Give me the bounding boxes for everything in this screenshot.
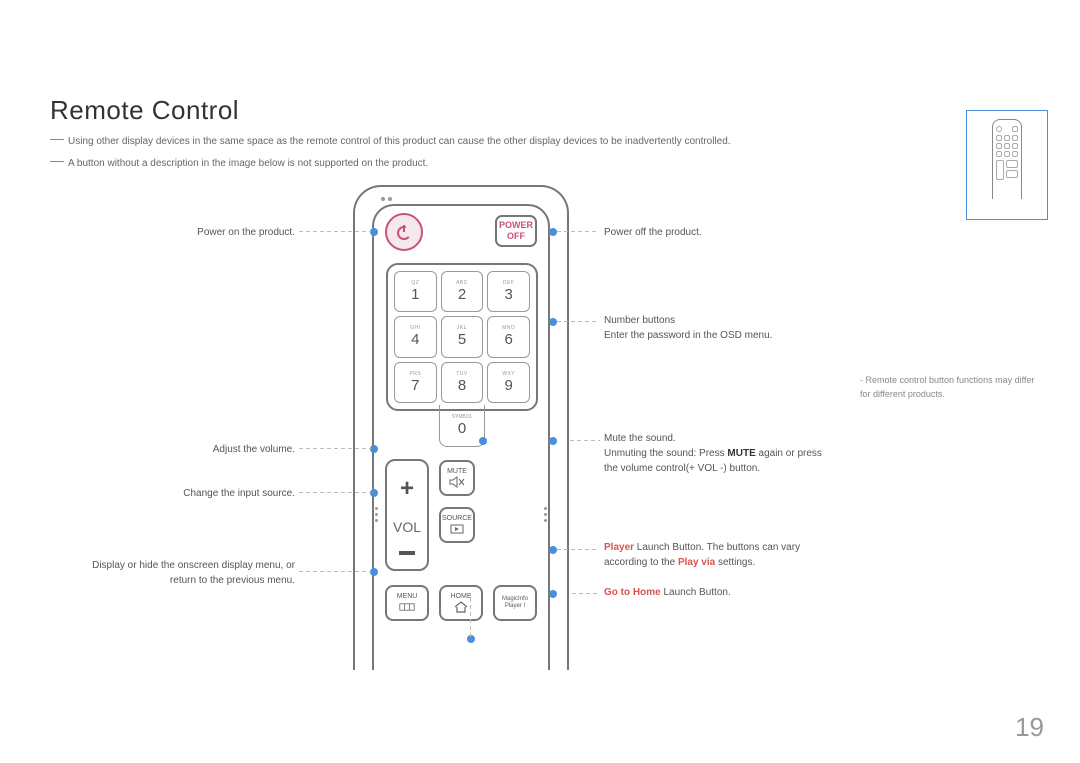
magicinfo-button[interactable]: MagicInfoPlayer I xyxy=(493,585,537,621)
lead-line xyxy=(557,231,599,232)
menu-icon xyxy=(399,601,415,613)
source-icon xyxy=(449,523,465,535)
home-icon xyxy=(453,601,469,613)
menu-button[interactable]: MENU xyxy=(385,585,429,621)
callout-dot xyxy=(479,437,487,445)
num-2-button[interactable]: ABC2 xyxy=(441,271,484,312)
lead-line xyxy=(299,571,371,572)
num-9-button[interactable]: WXY9 xyxy=(487,362,530,403)
power-off-button[interactable]: POWEROFF xyxy=(495,215,537,247)
volume-up-icon: + xyxy=(400,475,414,503)
callout-dot xyxy=(370,568,378,576)
home-button[interactable]: HOME xyxy=(439,585,483,621)
volume-down-icon xyxy=(399,551,415,555)
mute-button[interactable]: MUTE xyxy=(439,460,475,496)
num-7-button[interactable]: PRS7 xyxy=(394,362,437,403)
lead-line xyxy=(299,231,371,232)
callout-dot xyxy=(370,228,378,236)
label-mute: Mute the sound. Unmuting the sound: Pres… xyxy=(604,431,884,476)
callout-dot xyxy=(549,318,557,326)
lead-line xyxy=(557,549,599,550)
callout-dot xyxy=(370,445,378,453)
page-title: Remote Control xyxy=(50,95,239,126)
callout-dot xyxy=(467,635,475,643)
lead-line xyxy=(557,321,599,322)
lead-line-v xyxy=(470,593,471,637)
label-source: Change the input source. xyxy=(100,486,295,501)
vent-dots-right xyxy=(544,507,547,522)
label-home: Go to Home Launch Button. xyxy=(604,585,884,600)
num-5-button[interactable]: JKL5 xyxy=(441,316,484,357)
callout-dot xyxy=(549,546,557,554)
label-player: Player Launch Button. The buttons can va… xyxy=(604,540,884,570)
label-volume: Adjust the volume. xyxy=(100,442,295,457)
number-pad: QZ1ABC2DEF3 GHI4JKL5MNO6 PRS7TUV8WXY9 xyxy=(386,263,538,411)
num-1-button[interactable]: QZ1 xyxy=(394,271,437,312)
thumbnail xyxy=(966,110,1048,220)
label-numbers: Number buttonsEnter the password in the … xyxy=(604,313,884,343)
callout-dot xyxy=(549,590,557,598)
lead-line xyxy=(299,492,371,493)
label-menu: Display or hide the onscreen display men… xyxy=(58,558,295,588)
num-6-button[interactable]: MNO6 xyxy=(487,316,530,357)
remote-body: POWEROFF QZ1ABC2DEF3 GHI4JKL5MNO6 PRS7TUV8… xyxy=(353,185,569,670)
source-button[interactable]: SOURCE xyxy=(439,507,475,543)
label-power-on: Power on the product. xyxy=(100,225,295,240)
lead-line xyxy=(299,448,371,449)
page-number: 19 xyxy=(1015,712,1044,743)
note-2: A button without a description in the im… xyxy=(50,158,428,169)
num-8-button[interactable]: TUV8 xyxy=(441,362,484,403)
mute-icon xyxy=(449,476,465,488)
num-3-button[interactable]: DEF3 xyxy=(487,271,530,312)
note-1: Using other display devices in the same … xyxy=(50,136,731,147)
power-icon xyxy=(394,222,414,242)
power-on-button[interactable] xyxy=(385,213,423,251)
callout-dot xyxy=(370,489,378,497)
volume-button[interactable]: + VOL xyxy=(385,459,429,571)
callout-dot xyxy=(549,228,557,236)
num-4-button[interactable]: GHI4 xyxy=(394,316,437,357)
vent-dots-left xyxy=(375,507,378,522)
callout-dot xyxy=(549,437,557,445)
label-power-off: Power off the product. xyxy=(604,225,884,240)
side-note: Remote control button functions may diff… xyxy=(860,374,1040,401)
